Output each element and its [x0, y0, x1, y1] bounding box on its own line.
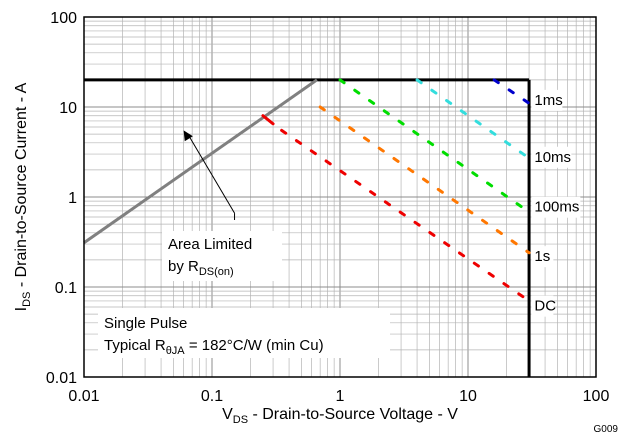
pulse-box [98, 308, 390, 358]
area-limited-line2: by RDS(on) [168, 258, 234, 278]
x-tick-label: 10 [459, 388, 477, 405]
area-limited-box [162, 231, 282, 281]
x-tick-label: 1 [336, 388, 345, 405]
x-tick-label: 100 [583, 388, 610, 405]
y-tick-label: 100 [50, 10, 77, 27]
y-tick-label: 1 [68, 190, 77, 207]
series-label-background [531, 196, 581, 218]
plot-frame [83, 16, 597, 378]
series-lines [261, 78, 531, 303]
annotations: Area Limited by RDS(on) Single Pulse Typica… [98, 130, 390, 358]
pulse-line1: Single Pulse [104, 315, 187, 332]
rds-on-limit-line [83, 78, 318, 245]
series-label-background [531, 146, 572, 168]
series-label-background [531, 295, 554, 317]
y-axis-label: IDS - Drain-to-Source Current - A [13, 82, 33, 311]
y-tick-label: 0.01 [46, 370, 77, 387]
series-line-100ms [338, 78, 531, 214]
series-line-fragment [261, 114, 275, 126]
y-tick-label: 10 [59, 100, 77, 117]
x-tick-label: 0.1 [201, 388, 223, 405]
pulse-line2: Typical RθJA = 182°C/W (min Cu) [104, 337, 324, 357]
series-label-1ms: 1ms [534, 92, 562, 109]
x-axis-label: VDS - Drain-to-Source Voltage - V [222, 406, 458, 426]
tick-labels: 0.01 0.1 1 10 100 0.01 0.1 1 10 100 [46, 10, 610, 405]
series-line-1ms [492, 78, 531, 105]
series-label-1s: 1s [534, 248, 550, 265]
series-label-dc: DC [534, 298, 556, 315]
y-tick-label: 0.1 [55, 280, 77, 297]
x-tick-label: 0.01 [68, 388, 99, 405]
series-line-1s [318, 105, 531, 255]
series-label-100ms: 100ms [534, 199, 579, 216]
series-line-10ms [415, 78, 531, 160]
series-line-dc [280, 128, 531, 303]
series-labels: 1ms 10ms 100ms 1s DC [531, 89, 581, 317]
annotation-arrow-head [183, 130, 193, 142]
series-label-10ms: 10ms [534, 149, 571, 166]
series-label-background [531, 89, 563, 111]
limit-lines [83, 78, 531, 377]
annotation-arrow-line [188, 135, 235, 214]
area-limited-line1: Area Limited [168, 236, 252, 253]
series-label-background [531, 246, 554, 268]
figure-id: G009 [594, 424, 619, 435]
